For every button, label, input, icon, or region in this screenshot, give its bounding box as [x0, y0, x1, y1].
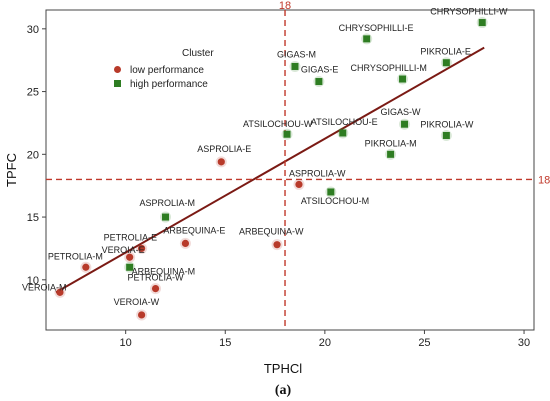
point-label: CHRYSOPHILLI-M	[351, 63, 427, 73]
data-point-high	[291, 62, 299, 70]
legend-marker-low	[114, 66, 121, 73]
x-axis-title: TPHCl	[264, 361, 302, 376]
point-label: PIKROLIA-E	[420, 47, 471, 57]
panel-label: (a)	[275, 383, 292, 398]
x-tick-label: 10	[120, 337, 132, 349]
data-point-high	[363, 35, 371, 43]
point-label: PIKROLIA-W	[420, 119, 474, 129]
point-label: ASPROLIA-M	[140, 198, 196, 208]
point-label: CHRYSOPHILLI-E	[339, 23, 414, 33]
point-label: ATSILOCHOU-W	[243, 119, 313, 129]
y-tick-label: 15	[27, 212, 39, 224]
point-label: GIGAS-E	[301, 65, 339, 75]
point-label: ASPROLIA-E	[197, 144, 251, 154]
x-tick-label: 15	[219, 337, 231, 349]
legend-title: Cluster	[182, 48, 214, 59]
data-point-low	[273, 241, 281, 249]
y-tick-label: 30	[27, 24, 39, 36]
point-label: PETROLIA-E	[104, 232, 158, 242]
x-tick-label: 20	[319, 337, 331, 349]
data-point-low	[82, 263, 90, 271]
reference-label-x: 18	[279, 0, 291, 12]
point-label: ASPROLIA-W	[289, 168, 346, 178]
point-label: VEROIA-M	[22, 282, 67, 292]
data-point-low	[295, 180, 303, 189]
point-label: ARBEQUINA-M	[132, 266, 196, 276]
data-point-low	[56, 288, 64, 296]
regression-line	[55, 46, 485, 294]
data-point-high	[399, 75, 407, 83]
point-label: ARBEQUINA-E	[163, 225, 225, 235]
legend-entry: high performance	[130, 79, 208, 90]
data-point-high	[401, 120, 409, 128]
data-point-high	[339, 129, 347, 137]
data-point-high	[442, 59, 450, 67]
data-point-low	[217, 158, 225, 166]
x-tick-label: 25	[418, 337, 430, 349]
point-label: ATSILOCHOU-E	[311, 117, 378, 127]
legend-entry: low performance	[130, 65, 204, 76]
data-point-low	[126, 253, 134, 261]
y-tick-label: 25	[27, 87, 39, 99]
reference-label-y: 18	[538, 174, 550, 186]
point-label: GIGAS-M	[277, 49, 316, 59]
y-axis-title: TPFC	[4, 153, 19, 187]
legend-marker-high	[114, 80, 121, 87]
data-point-high	[478, 19, 486, 27]
data-point-high	[283, 130, 291, 138]
y-tick-label: 20	[27, 149, 39, 161]
data-point-high	[126, 263, 134, 271]
data-point-high	[315, 78, 323, 86]
point-label: PETROLIA-M	[48, 251, 103, 261]
point-label: VEROIA-E	[102, 245, 145, 255]
point-label: PIKROLIA-M	[365, 138, 417, 148]
point-label: ARBEQUINA-W	[239, 227, 304, 237]
data-point-high	[162, 213, 170, 221]
data-point-high	[387, 150, 395, 158]
point-label: VEROIA-W	[114, 297, 160, 307]
x-tick-label: 30	[518, 337, 530, 349]
point-label: ATSILOCHOU-M	[301, 196, 369, 206]
data-point-low	[181, 239, 190, 248]
point-label: GIGAS-W	[381, 107, 422, 117]
data-point-high	[442, 131, 450, 139]
y-tick-label: 10	[27, 275, 39, 287]
data-point-low	[151, 284, 160, 293]
data-point-high	[327, 188, 335, 196]
point-label: CHRYSOPHILLI-W	[430, 7, 508, 17]
data-point-low	[138, 311, 146, 319]
plot-area	[45, 9, 535, 331]
point-label: PETROLIA-W	[128, 273, 185, 283]
data-point-low	[138, 244, 146, 253]
